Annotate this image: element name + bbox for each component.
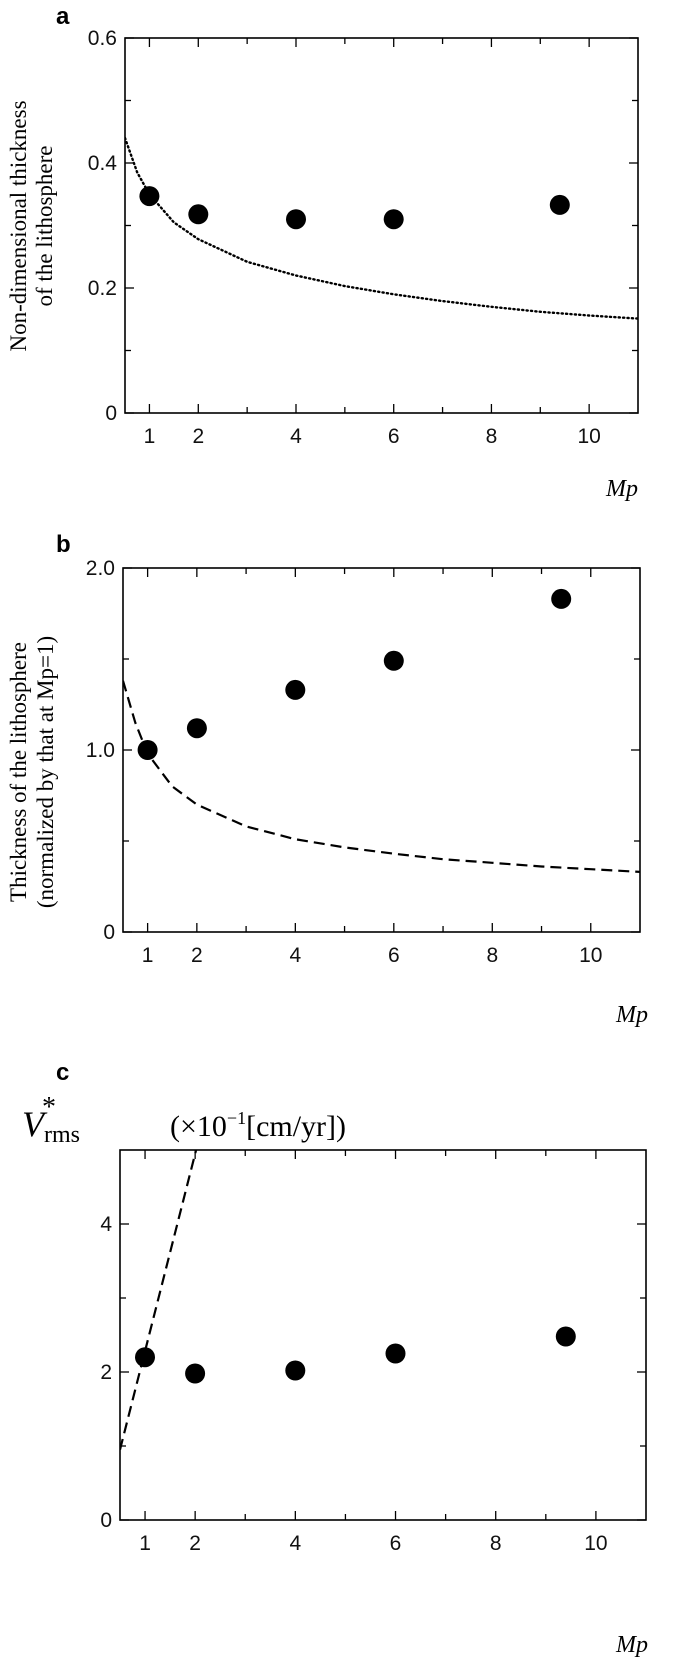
panel-b-ylabel-line-2: (normalized by that at Mp=1) — [33, 636, 58, 908]
panel-a-ylabel-line-1: Non-dimensional thickness — [6, 100, 31, 351]
panel-c-plot-frame — [119, 1149, 647, 1521]
panel-b-ylabel-line-1: Thickness of the lithosphere — [6, 642, 31, 902]
panel-b-letter: b — [56, 531, 71, 558]
panel-c-unit-exp: −1 — [227, 1108, 246, 1128]
panel-a-x-tick-label: 6 — [388, 425, 400, 448]
panel-c-letter: c — [56, 1059, 69, 1086]
panel-a: a Non-dimensional thickness of the litho… — [6, 3, 639, 502]
panel-a-data-point — [188, 204, 209, 225]
panel-a-x-tick-label: 2 — [192, 425, 204, 448]
panel-a-y-tick-label: 0.6 — [88, 27, 117, 50]
panel-c-y-tick-label: 0 — [100, 1509, 112, 1532]
panel-a-data-point — [549, 194, 570, 215]
panel-a-x-tick-label: 8 — [486, 425, 498, 448]
panel-a-plot-frame — [124, 37, 639, 414]
panel-c-x-tick-label: 1 — [139, 1532, 151, 1555]
panel-b-x-tick-label: 6 — [388, 944, 400, 967]
panel-b-x-tick-label: 8 — [486, 944, 498, 967]
panel-c-data-point — [385, 1343, 406, 1364]
panel-a-ylabel-line-2: of the lithosphere — [32, 146, 57, 307]
panel-a-y-tick-label: 0.2 — [88, 277, 117, 300]
panel-b-x-tick-label: 2 — [191, 944, 203, 967]
panel-c-ylabel-unit: (×10−1[cm/yr]) — [170, 1108, 346, 1143]
panel-c-y-tick-label: 4 — [100, 1213, 112, 1236]
panel-c-data-point — [555, 1326, 576, 1347]
panel-b-y-tick-label: 2.0 — [86, 557, 115, 580]
panel-c-x-tick-label: 6 — [390, 1532, 402, 1555]
panel-c-x-tick-label: 8 — [490, 1532, 502, 1555]
panel-b-x-tick-label: 1 — [142, 944, 154, 967]
panel-a-x-tick-label: 10 — [577, 425, 600, 448]
panel-c-data-point — [285, 1360, 306, 1381]
panel-c-ylabel: Vrms* — [22, 1092, 80, 1148]
panel-c: c Vrms* (×10−1[cm/yr]) Mp 1 2 4 6 8 10 0 2 4 — [22, 1059, 648, 1658]
panel-b-ylabel-line-2-text: (normalized by that at Mp=1) — [33, 636, 58, 908]
panel-c-dashed-curve — [120, 1150, 198, 1450]
panel-c-unit-rest: [cm/yr]) — [246, 1110, 346, 1143]
panel-b-y-tick-label: 1.0 — [86, 739, 115, 762]
panel-b-plot-frame — [122, 567, 641, 933]
panel-c-xlabel: Mp — [615, 1632, 648, 1658]
panel-b-data-point — [137, 740, 158, 760]
panel-c-ylabel-sup: * — [42, 1092, 56, 1123]
panel-a-data-point — [383, 209, 404, 230]
panel-a-y-tick-label: 0.4 — [88, 152, 118, 175]
panel-b-dashed-curve — [123, 680, 640, 873]
panel-b-data-point — [551, 588, 572, 609]
panel-b-x-tick-label: 4 — [289, 944, 301, 967]
panel-a-letter: a — [56, 3, 70, 30]
panel-c-unit-prefix: (×10 — [170, 1110, 227, 1143]
panel-c-data-point — [135, 1347, 155, 1368]
panel-c-x-tick-label: 2 — [189, 1532, 201, 1555]
panel-a-xlabel: Mp — [605, 476, 638, 502]
panel-a-x-tick-label: 4 — [290, 425, 302, 448]
panel-c-ylabel-main: V — [22, 1104, 48, 1144]
panel-a-x-tick-label: 1 — [144, 425, 156, 448]
panel-b: b Thickness of the lithosphere (normaliz… — [6, 531, 648, 1028]
panel-c-x-tick-label: 10 — [584, 1532, 607, 1555]
panel-a-data-point — [286, 209, 306, 230]
panel-c-ylabel-sub: rms — [44, 1122, 80, 1148]
panel-b-xlabel: Mp — [615, 1002, 648, 1028]
panel-c-x-tick-label: 4 — [289, 1532, 301, 1555]
panel-a-data-point — [139, 186, 160, 207]
panel-b-x-tick-label: 10 — [579, 944, 602, 967]
panel-b-y-tick-label: 0 — [103, 921, 115, 944]
panel-a-dotted-curve — [125, 136, 638, 320]
panel-b-data-point — [285, 679, 306, 700]
panel-a-y-tick-label: 0 — [105, 402, 117, 425]
panel-c-y-tick-label: 2 — [100, 1361, 112, 1384]
panel-c-data-point — [185, 1363, 206, 1384]
panel-b-data-point — [383, 650, 404, 671]
panel-b-data-point — [186, 718, 207, 739]
